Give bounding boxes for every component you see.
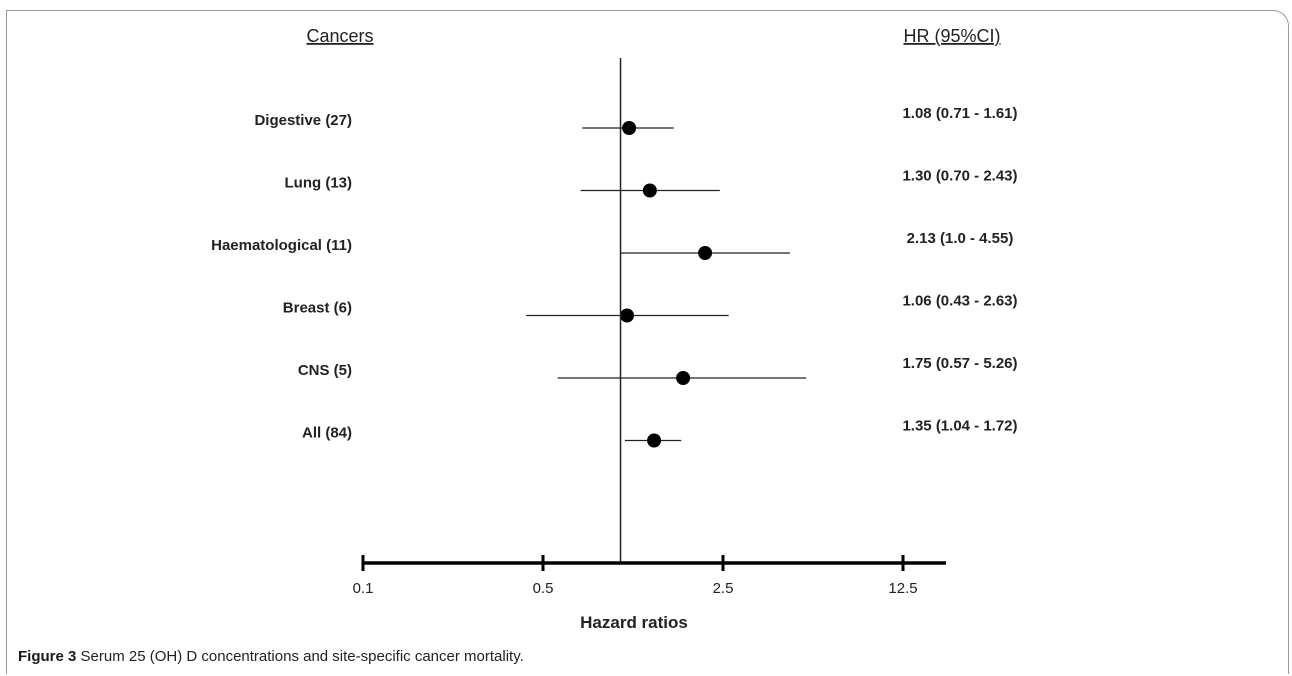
hr-value-text: 1.30 (0.70 - 2.43) bbox=[902, 168, 1017, 185]
x-tick-label: 0.5 bbox=[533, 580, 554, 597]
row-label: Haematological (11) bbox=[211, 237, 352, 254]
forest-row: All (84) 1.35 (1.04 - 1.72) bbox=[302, 418, 1018, 448]
labels-column-header: Cancers bbox=[306, 26, 373, 46]
x-axis: 0.1 0.5 2.5 12.5 bbox=[353, 555, 946, 597]
x-tick-label: 0.1 bbox=[353, 580, 374, 597]
row-label: CNS (5) bbox=[298, 362, 352, 379]
hr-point bbox=[620, 308, 635, 323]
forest-row: CNS (5) 1.75 (0.57 - 5.26) bbox=[298, 355, 1018, 385]
forest-rows: Digestive (27) 1.08 (0.71 - 1.61) Lung (13… bbox=[211, 105, 1018, 448]
hr-value-text: 1.35 (1.04 - 1.72) bbox=[902, 418, 1017, 435]
forest-row: Breast (6) 1.06 (0.43 - 2.63) bbox=[283, 293, 1018, 323]
x-tick-label: 2.5 bbox=[713, 580, 734, 597]
hr-point bbox=[622, 121, 637, 135]
hr-point bbox=[642, 183, 657, 198]
forest-row: Lung (13) 1.30 (0.70 - 2.43) bbox=[285, 168, 1018, 198]
hr-value-text: 2.13 (1.0 - 4.55) bbox=[907, 230, 1014, 247]
figure-caption: Figure 3 Serum 25 (OH) D concentrations … bbox=[18, 648, 524, 665]
x-axis-title: Hazard ratios bbox=[580, 613, 688, 632]
hr-point bbox=[647, 433, 662, 448]
x-tick-label: 12.5 bbox=[888, 580, 917, 597]
figure-frame bbox=[6, 10, 1289, 674]
hr-value-text: 1.75 (0.57 - 5.26) bbox=[902, 355, 1017, 372]
row-label: Lung (13) bbox=[285, 175, 353, 192]
row-label: Digestive (27) bbox=[254, 112, 352, 129]
caption-text: Serum 25 (OH) D concentrations and site-… bbox=[80, 648, 524, 665]
values-column-header: HR (95%CI) bbox=[903, 26, 1000, 46]
hr-value-text: 1.08 (0.71 - 1.61) bbox=[902, 105, 1017, 122]
forest-row: Digestive (27) 1.08 (0.71 - 1.61) bbox=[254, 105, 1018, 135]
row-label: All (84) bbox=[302, 425, 352, 442]
hr-point bbox=[676, 371, 691, 385]
hr-point bbox=[698, 246, 713, 260]
figure-number: Figure 3 bbox=[18, 648, 77, 665]
hr-value-text: 1.06 (0.43 - 2.63) bbox=[902, 293, 1017, 310]
row-label: Breast (6) bbox=[283, 300, 352, 317]
forest-row: Haematological (11) 2.13 (1.0 - 4.55) bbox=[211, 230, 1013, 260]
